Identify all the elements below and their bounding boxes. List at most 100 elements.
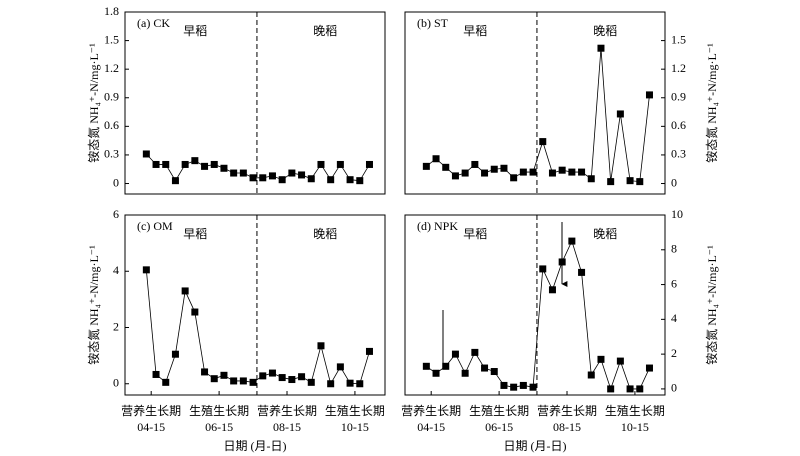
data-point [471,348,479,356]
y-tick-label: 4 [671,311,677,325]
data-point [519,168,527,176]
data-point [616,110,624,118]
data-point [356,380,364,388]
y-tick-label: 1.2 [104,61,119,75]
y-tick-label: 8 [671,242,677,256]
x-tick-stage: 生殖生长期 [605,403,665,418]
data-point [278,374,286,382]
data-point [432,369,440,377]
y-tick-label: 0.6 [671,118,686,132]
data-point [307,378,315,386]
data-point [558,258,566,266]
y-tick-label: 6 [671,276,677,290]
data-point [162,160,170,168]
data-point [171,177,179,185]
data-point [288,169,296,177]
x-tick-label: 08-15 [553,420,581,434]
data-point [490,165,498,173]
annotation: 晚稻 [593,227,617,241]
data-point [230,169,238,177]
panel-title: (a) CK [137,16,170,30]
data-point [519,381,527,389]
y-axis-label: 铵态氮 NH₄⁺-N/mg·L⁻¹ [86,245,101,365]
y-tick-label: 0 [113,376,119,390]
y-tick-label: 6 [113,207,119,221]
data-point [510,383,518,391]
data-point [636,385,644,393]
y-tick-label: 1.8 [104,4,119,18]
plot-frame [404,214,666,396]
data-point [152,160,160,168]
annotation: 早稻 [183,24,207,38]
data-point [346,176,354,184]
x-tick-label: 06-15 [205,420,233,434]
x-tick-label: 06-15 [485,420,513,434]
x-tick-stage: 生殖生长期 [189,403,249,418]
data-point [298,373,306,381]
data-point [181,287,189,295]
data-point [259,174,267,182]
data-point [578,168,586,176]
data-point [307,175,315,183]
data-point [317,160,325,168]
x-tick-label: 10-15 [621,420,649,434]
data-line [145,269,370,385]
y-tick-label: 10 [671,207,683,221]
data-line [426,48,650,183]
y-tick-label: 1.2 [671,61,686,75]
data-point [142,266,150,274]
data-point [597,355,605,363]
data-point [578,268,586,276]
y-tick-label: 0 [113,175,119,189]
data-point [481,364,489,372]
data-point [230,377,238,385]
y-tick-label: 0.3 [671,147,686,161]
data-point [607,385,615,393]
data-point [327,380,335,388]
data-point [239,169,247,177]
x-axis-label: 日期 (月-日) [224,439,287,453]
data-point [471,160,479,168]
data-point [558,166,566,174]
data-point [259,372,267,380]
data-point [451,350,459,358]
data-point [568,237,576,245]
data-point [548,169,556,177]
data-point [191,308,199,316]
data-point [201,368,209,376]
y-axis-label: 铵态氮 NH₄⁺-N/mg·L⁻¹ [86,43,101,163]
panel-title: (c) OM [137,219,173,233]
data-line [426,239,650,391]
y-tick-label: 0.9 [671,90,686,104]
data-point [210,160,218,168]
annotation: 早稻 [463,227,487,241]
data-point [171,350,179,358]
data-point [298,171,306,179]
data-point [587,371,595,379]
data-point [268,369,276,377]
annotation: 晚稻 [313,227,337,241]
data-point [481,169,489,177]
x-tick-label: 04-15 [417,420,445,434]
data-point [336,160,344,168]
data-point [490,368,498,376]
y-tick-label: 0.3 [104,147,119,161]
y-tick-label: 0 [671,175,677,189]
data-point [548,286,556,294]
plot-frame [124,214,386,396]
x-tick-stage: 营养生长期 [537,403,597,418]
annotation: 早稻 [183,227,207,241]
data-point [336,363,344,371]
x-axis-label: 日期 (月-日) [504,439,567,453]
data-point [239,377,247,385]
data-point [500,164,508,172]
y-tick-label: 0.9 [104,90,119,104]
data-point [278,176,286,184]
data-point [626,177,634,185]
data-point [356,177,364,185]
panel-title: (b) ST [417,16,449,30]
annotation: 晚稻 [313,24,337,38]
x-tick-stage: 营养生长期 [121,403,181,418]
data-point [249,174,257,182]
x-tick-label: 08-15 [273,420,301,434]
